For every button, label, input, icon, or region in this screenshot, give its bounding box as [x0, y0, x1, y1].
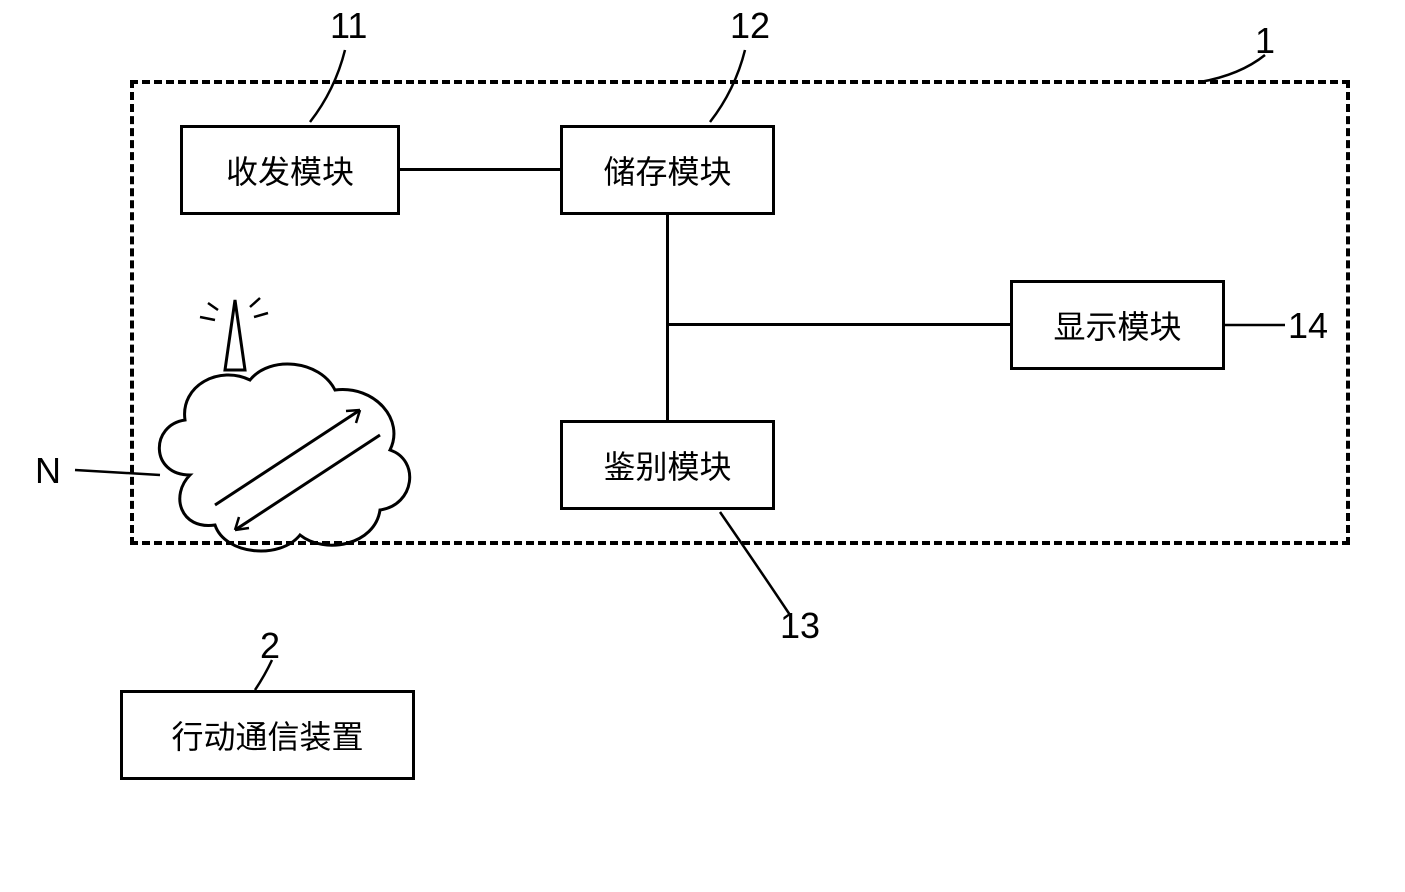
discrimination-label: 鉴别模块	[603, 442, 731, 488]
transceiver-module: 收发模块	[180, 125, 400, 215]
mobile-device: 行动通信装置	[120, 690, 415, 780]
ref-label-14: 14	[1288, 305, 1328, 347]
ref-label-11: 11	[330, 5, 367, 47]
network-cloud	[140, 295, 440, 605]
display-module: 显示模块	[1010, 280, 1225, 370]
connector-line	[666, 215, 669, 420]
ref-label-13: 13	[780, 605, 820, 647]
connector-line	[668, 323, 1010, 326]
ref-label-N: N	[35, 450, 61, 492]
transceiver-label: 收发模块	[226, 147, 354, 193]
connector-line	[400, 168, 560, 171]
block-diagram: 收发模块 储存模块 鉴别模块 显示模块 行动通信装置	[0, 0, 1405, 892]
discrimination-module: 鉴别模块	[560, 420, 775, 510]
ref-label-12: 12	[730, 5, 770, 47]
storage-label: 储存模块	[603, 147, 731, 193]
display-label: 显示模块	[1053, 302, 1181, 348]
storage-module: 储存模块	[560, 125, 775, 215]
mobile-device-label: 行动通信装置	[171, 712, 363, 758]
ref-label-2: 2	[260, 625, 280, 667]
ref-label-1: 1	[1255, 20, 1275, 62]
